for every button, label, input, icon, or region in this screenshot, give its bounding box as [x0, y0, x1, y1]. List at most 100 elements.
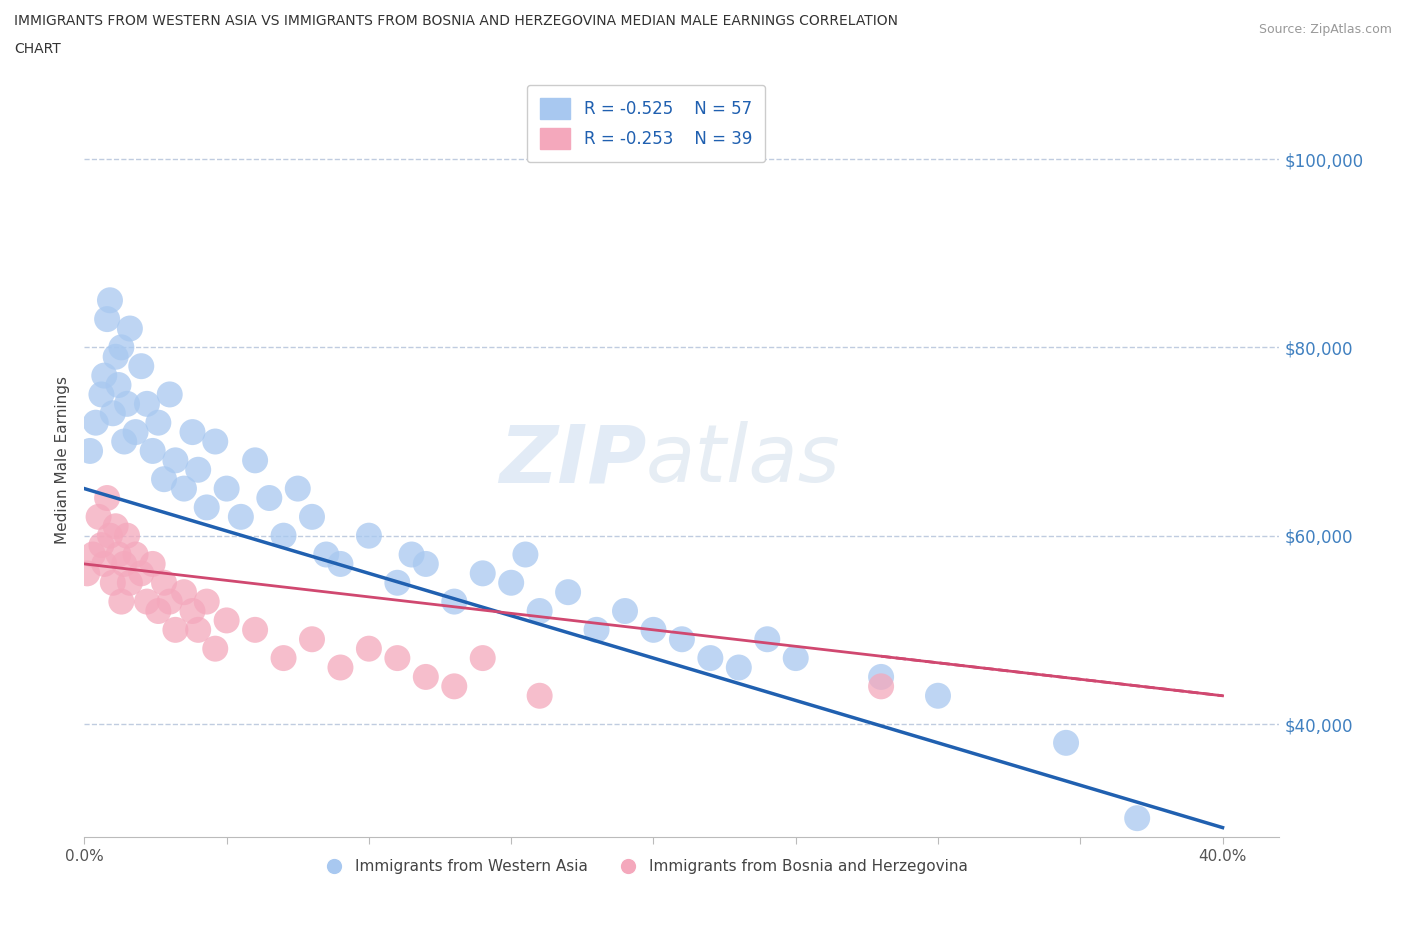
Point — [118, 321, 141, 336]
Point — [98, 293, 121, 308]
Text: IMMIGRANTS FROM WESTERN ASIA VS IMMIGRANTS FROM BOSNIA AND HERZEGOVINA MEDIAN MA: IMMIGRANTS FROM WESTERN ASIA VS IMMIGRAN… — [14, 14, 898, 28]
Point — [148, 415, 170, 430]
Point — [443, 594, 465, 609]
Point — [90, 538, 112, 552]
Point — [159, 387, 181, 402]
Point — [643, 622, 665, 637]
Point — [501, 576, 523, 591]
Point — [112, 434, 135, 449]
Point — [259, 491, 281, 506]
Point — [195, 594, 218, 609]
Y-axis label: Median Male Earnings: Median Male Earnings — [55, 377, 70, 544]
Point — [153, 472, 176, 486]
Point — [79, 444, 101, 458]
Point — [87, 510, 110, 525]
Point — [215, 613, 238, 628]
Point — [273, 651, 295, 666]
Point — [229, 510, 252, 525]
Point — [181, 604, 204, 618]
Point — [243, 453, 266, 468]
Point — [93, 556, 115, 571]
Point — [129, 359, 152, 374]
Point — [148, 604, 170, 618]
Point — [471, 651, 494, 666]
Text: atlas: atlas — [647, 421, 841, 499]
Point — [110, 340, 132, 355]
Point — [529, 604, 551, 618]
Point — [101, 576, 124, 591]
Point — [415, 556, 437, 571]
Point — [329, 556, 352, 571]
Point — [112, 556, 135, 571]
Point — [76, 565, 98, 580]
Point — [870, 670, 893, 684]
Point — [107, 547, 129, 562]
Point — [387, 576, 409, 591]
Point — [357, 528, 380, 543]
Point — [785, 651, 807, 666]
Point — [142, 556, 165, 571]
Point — [129, 565, 152, 580]
Point — [204, 434, 226, 449]
Point — [93, 368, 115, 383]
Point — [187, 462, 209, 477]
Point — [115, 528, 138, 543]
Point — [96, 491, 118, 506]
Point — [136, 396, 159, 411]
Point — [585, 622, 607, 637]
Point — [1126, 811, 1149, 826]
Point — [159, 594, 181, 609]
Text: Source: ZipAtlas.com: Source: ZipAtlas.com — [1258, 23, 1392, 36]
Point — [443, 679, 465, 694]
Point — [515, 547, 537, 562]
Point — [104, 519, 127, 534]
Legend: Immigrants from Western Asia, Immigrants from Bosnia and Herzegovina: Immigrants from Western Asia, Immigrants… — [316, 852, 976, 882]
Point — [153, 576, 176, 591]
Point — [104, 350, 127, 365]
Point — [142, 444, 165, 458]
Point — [614, 604, 637, 618]
Point — [315, 547, 337, 562]
Point — [101, 405, 124, 420]
Point — [301, 510, 323, 525]
Point — [173, 585, 195, 600]
Text: ZIP: ZIP — [499, 421, 647, 499]
Point — [671, 631, 693, 646]
Point — [273, 528, 295, 543]
Point — [82, 547, 104, 562]
Point — [471, 565, 494, 580]
Point — [727, 660, 749, 675]
Point — [118, 576, 141, 591]
Point — [243, 622, 266, 637]
Point — [115, 396, 138, 411]
Point — [90, 387, 112, 402]
Point — [401, 547, 423, 562]
Point — [927, 688, 949, 703]
Point — [84, 415, 107, 430]
Point — [181, 425, 204, 440]
Point — [529, 688, 551, 703]
Point — [173, 481, 195, 496]
Point — [870, 679, 893, 694]
Point — [195, 500, 218, 515]
Point — [187, 622, 209, 637]
Point — [204, 642, 226, 657]
Point — [165, 622, 187, 637]
Point — [387, 651, 409, 666]
Point — [107, 378, 129, 392]
Point — [329, 660, 352, 675]
Point — [699, 651, 721, 666]
Point — [215, 481, 238, 496]
Point — [124, 425, 146, 440]
Point — [124, 547, 146, 562]
Point — [110, 594, 132, 609]
Point — [165, 453, 187, 468]
Point — [98, 528, 121, 543]
Point — [357, 642, 380, 657]
Point — [756, 631, 779, 646]
Point — [301, 631, 323, 646]
Point — [287, 481, 309, 496]
Text: CHART: CHART — [14, 42, 60, 56]
Point — [136, 594, 159, 609]
Point — [1054, 736, 1077, 751]
